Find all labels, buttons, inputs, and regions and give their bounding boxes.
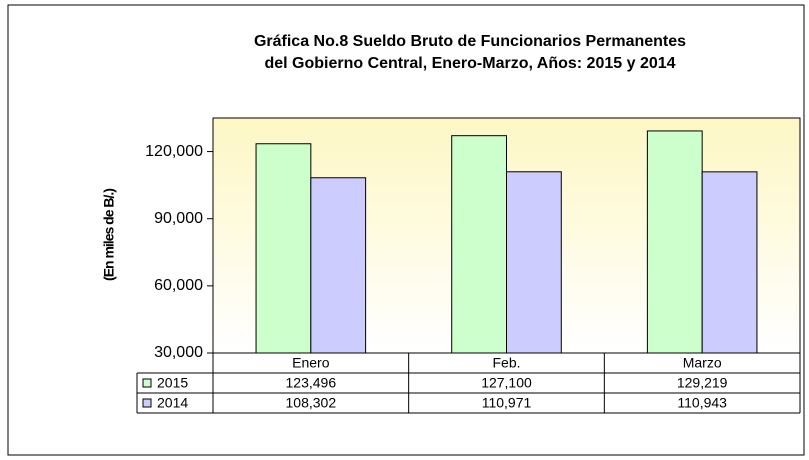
data-label: 123,496 xyxy=(286,375,337,391)
legend-key xyxy=(142,398,152,408)
y-tick-label: 90,000 xyxy=(154,210,203,227)
bar xyxy=(255,143,312,354)
y-axis-title: (En miles de B/.) xyxy=(101,189,117,281)
data-label: 129,219 xyxy=(677,375,728,391)
y-tick-label: 120,000 xyxy=(145,143,203,160)
x-tick-label: Feb. xyxy=(492,355,520,371)
chart-title: del Gobierno Central, Enero-Marzo, Años:… xyxy=(264,55,675,72)
data-label: 108,302 xyxy=(286,395,337,411)
chart-title: Gráfica No.8 Sueldo Bruto de Funcionario… xyxy=(254,33,686,50)
x-tick-label: Marzo xyxy=(683,355,722,371)
data-label: 110,943 xyxy=(677,395,727,411)
data-label: 110,971 xyxy=(482,395,532,411)
bar xyxy=(646,130,703,354)
bar xyxy=(701,171,758,354)
bar xyxy=(310,177,367,354)
bar xyxy=(506,171,562,354)
data-label: 127,100 xyxy=(481,375,532,391)
legend-label: 2015 xyxy=(157,375,188,391)
legend-label: 2014 xyxy=(157,395,188,411)
y-tick-label: 60,000 xyxy=(154,277,203,294)
y-tick-label: 30,000 xyxy=(154,344,203,361)
legend-key xyxy=(142,378,152,388)
bar xyxy=(451,135,508,354)
x-tick-label: Enero xyxy=(292,355,330,371)
